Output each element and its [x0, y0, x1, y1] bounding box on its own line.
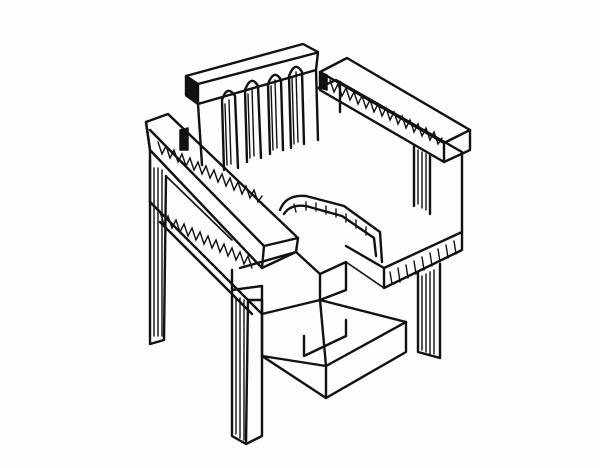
right-armrest-icon	[318, 56, 472, 216]
rail-stroke-icon	[345, 261, 385, 289]
side-panel-icon	[148, 148, 348, 316]
rail-stroke-icon	[165, 175, 233, 241]
front-left-leg-icon	[230, 288, 264, 446]
back-left-leg-icon	[148, 158, 168, 346]
drawer-icon	[260, 298, 408, 400]
seat-icon	[278, 78, 464, 290]
chair-backrest-icon	[184, 42, 320, 172]
front-right-leg-icon	[416, 262, 442, 360]
